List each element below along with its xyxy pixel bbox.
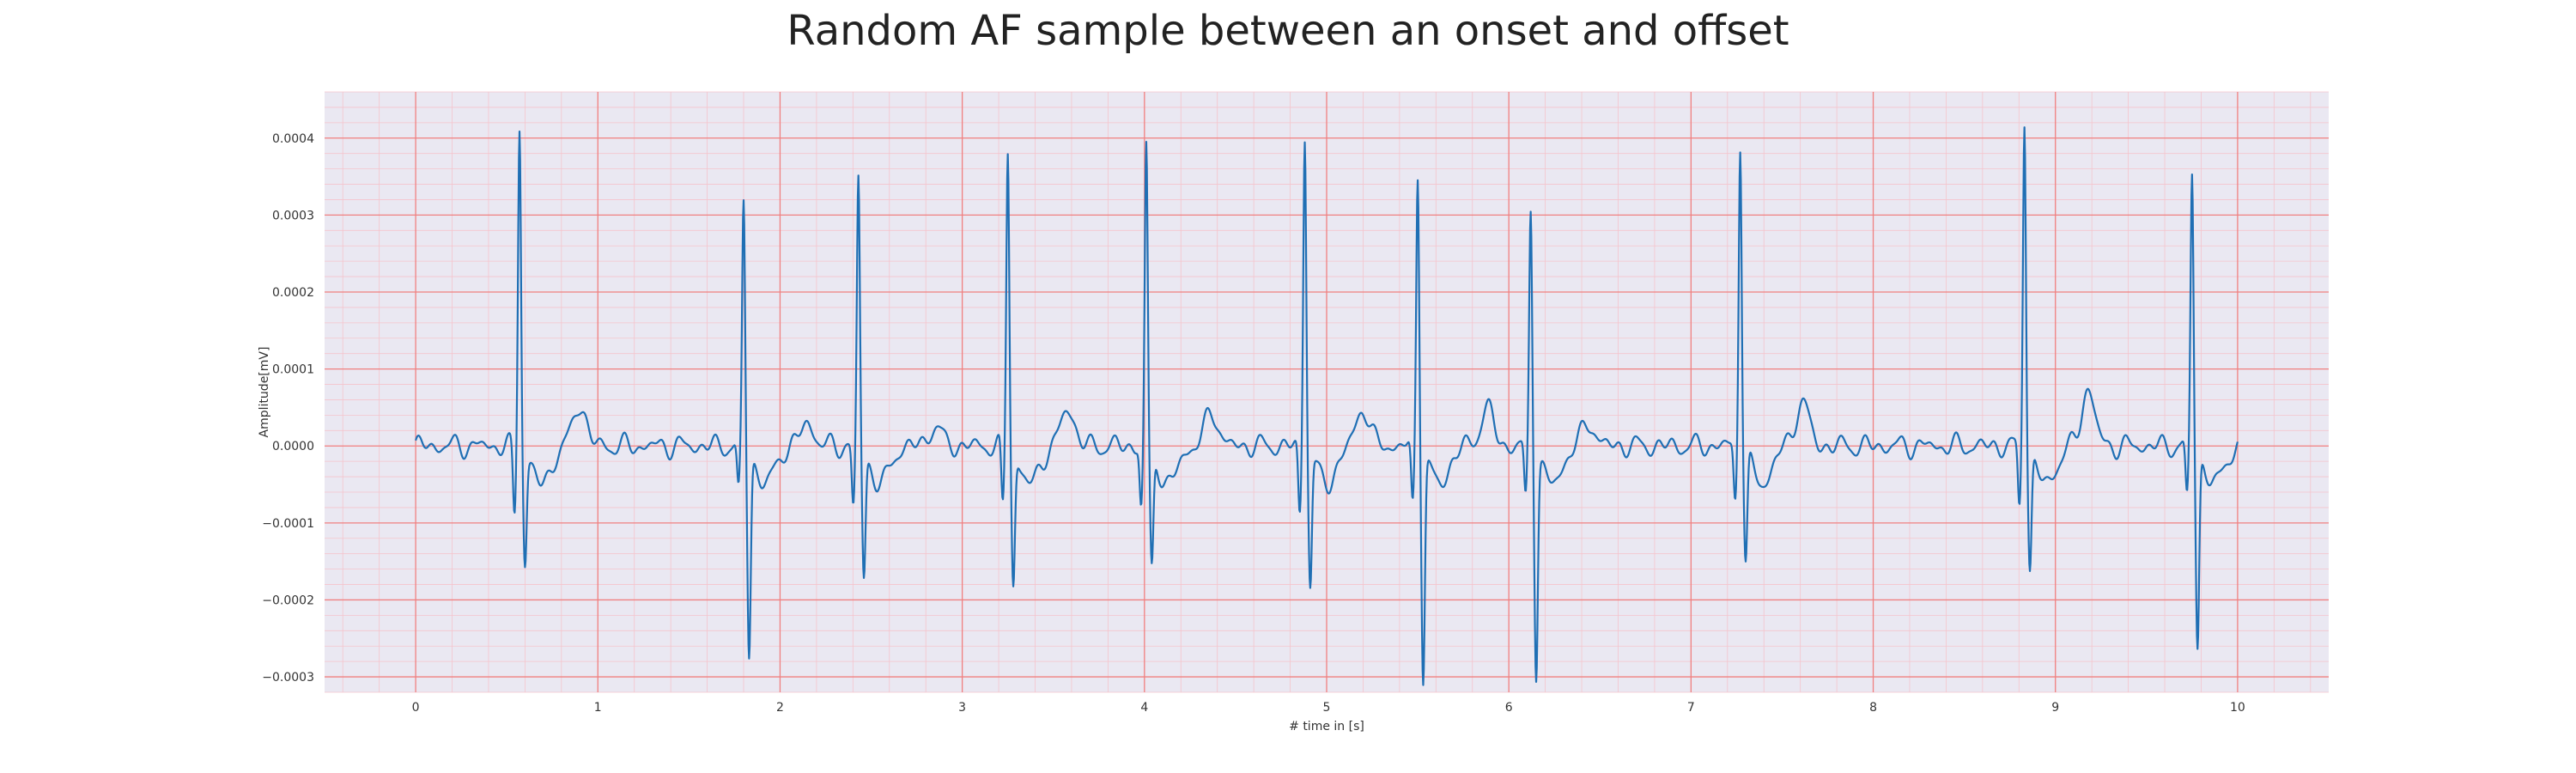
x-tick-label: 10	[2230, 701, 2245, 715]
y-axis-label: Amplitude[mV]	[258, 347, 271, 438]
x-tick-label: 2	[776, 701, 784, 715]
x-tick-label: 5	[1323, 701, 1331, 715]
x-tick-label: 3	[958, 701, 966, 715]
x-tick-label: 8	[1869, 701, 1877, 715]
x-tick-label: 0	[412, 701, 420, 715]
x-tick-label: 1	[594, 701, 602, 715]
chart-title: Random AF sample between an onset and of…	[787, 7, 1789, 55]
major-grid	[325, 92, 2329, 692]
y-tick-label: 0.0002	[272, 286, 314, 300]
y-tick-label: −0.0001	[262, 517, 314, 531]
x-tick-label: 9	[2051, 701, 2059, 715]
y-tick-label: 0.0001	[272, 363, 314, 377]
y-tick-label: −0.0002	[262, 593, 314, 607]
x-axis-label: # time in [s]	[1289, 720, 1364, 733]
y-axis-ticks: −0.0003 −0.0002 −0.0001 0.0000 0.0001 0.0002 0…	[262, 132, 314, 685]
y-tick-label: −0.0003	[262, 671, 314, 685]
x-axis-ticks: 0 1 2 3 4 5 6 7 8 9 10	[412, 701, 2245, 715]
ecg-signal-line	[415, 126, 2239, 686]
x-tick-label: 7	[1687, 701, 1695, 715]
y-tick-label: 0.0000	[272, 440, 314, 453]
y-tick-label: 0.0003	[272, 209, 314, 222]
x-tick-label: 6	[1505, 701, 1513, 715]
x-tick-label: 4	[1140, 701, 1148, 715]
y-tick-label: 0.0004	[272, 132, 314, 146]
